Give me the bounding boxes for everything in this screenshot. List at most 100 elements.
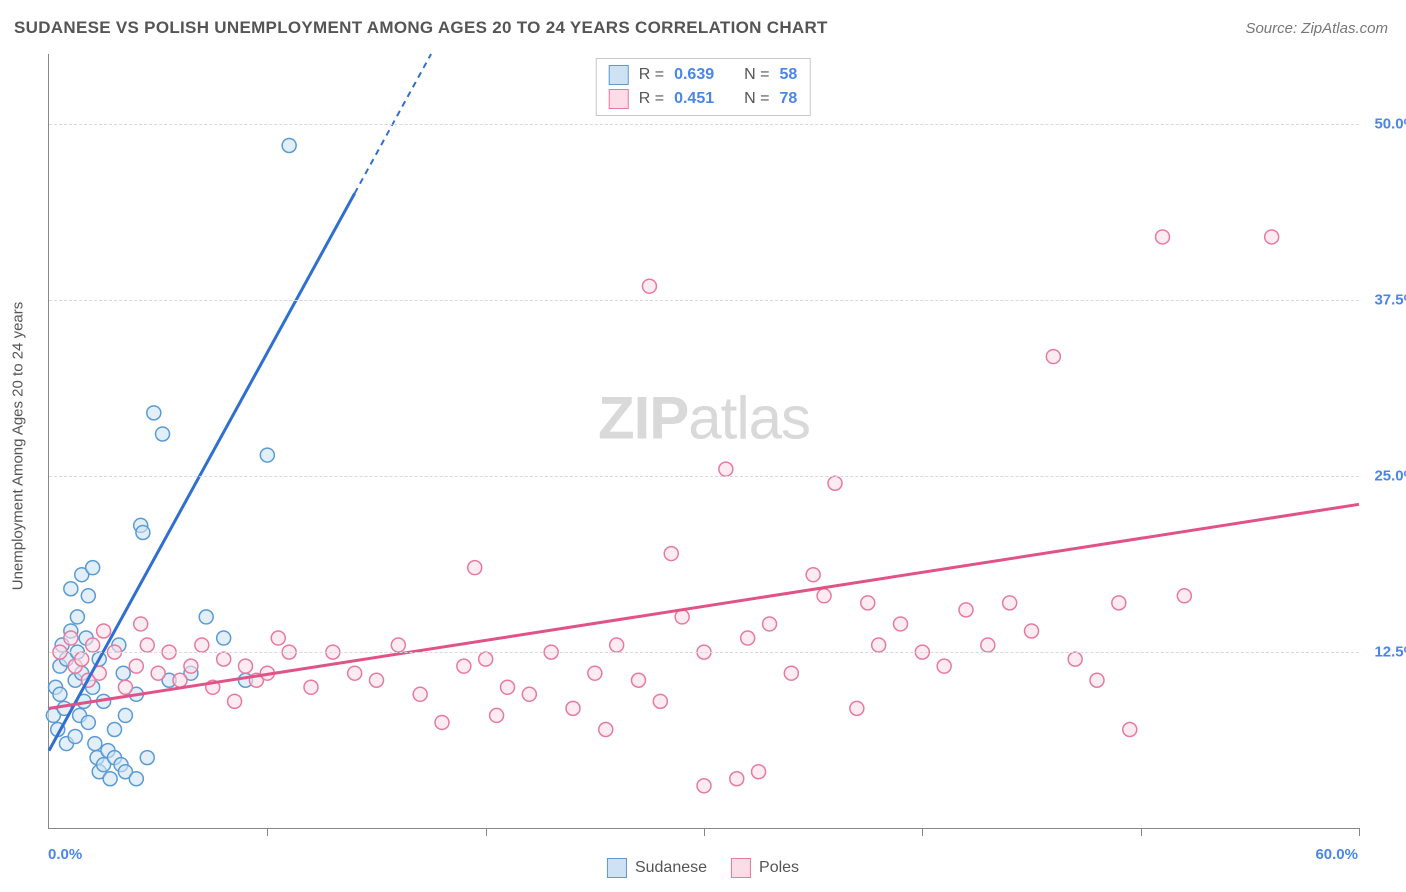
poles-point <box>348 666 362 680</box>
x-tick <box>267 828 268 836</box>
sudanese-swatch <box>609 65 629 85</box>
r-label: R = <box>639 90 664 108</box>
x-tick <box>922 828 923 836</box>
poles-point <box>501 680 515 694</box>
r-label: R = <box>639 66 664 84</box>
poles-point <box>134 617 148 631</box>
poles-point <box>1123 722 1137 736</box>
poles-point <box>828 476 842 490</box>
sudanese-point <box>81 715 95 729</box>
sudanese-point <box>116 666 130 680</box>
y-tick-label: 37.5% <box>1374 292 1406 309</box>
grid-line <box>49 124 1359 125</box>
r-value: 0.451 <box>674 90 714 108</box>
poles-point <box>118 680 132 694</box>
n-value: 58 <box>779 66 797 84</box>
poles-point <box>173 673 187 687</box>
chart-title: SUDANESE VS POLISH UNEMPLOYMENT AMONG AG… <box>14 18 828 38</box>
sudanese-point <box>140 751 154 765</box>
poles-point <box>981 638 995 652</box>
poles-point <box>763 617 777 631</box>
poles-point <box>872 638 886 652</box>
poles-point <box>413 687 427 701</box>
x-tick <box>486 828 487 836</box>
poles-point <box>1046 350 1060 364</box>
poles-point <box>97 624 111 638</box>
poles-point <box>861 596 875 610</box>
legend: Sudanese Poles <box>607 858 799 878</box>
legend-item-sudanese: Sudanese <box>607 858 707 878</box>
correlation-chart: SUDANESE VS POLISH UNEMPLOYMENT AMONG AG… <box>0 0 1406 892</box>
poles-point <box>86 638 100 652</box>
sudanese-point <box>136 525 150 539</box>
n-label: N = <box>744 90 769 108</box>
poles-point <box>64 631 78 645</box>
source-attribution: Source: ZipAtlas.com <box>1245 20 1388 37</box>
sudanese-point <box>199 610 213 624</box>
poles-point <box>522 687 536 701</box>
sudanese-point <box>260 448 274 462</box>
grid-line <box>49 476 1359 477</box>
sudanese-point <box>217 631 231 645</box>
stats-row-sudanese: R = 0.639 N = 58 <box>609 63 798 87</box>
poles-point <box>664 547 678 561</box>
x-tick <box>704 828 705 836</box>
stats-row-poles: R = 0.451 N = 78 <box>609 87 798 111</box>
poles-point <box>468 561 482 575</box>
poles-point <box>151 666 165 680</box>
poles-point <box>271 631 285 645</box>
poles-swatch <box>609 89 629 109</box>
legend-label: Poles <box>759 859 799 877</box>
poles-point <box>1003 596 1017 610</box>
poles-point <box>959 603 973 617</box>
poles-point <box>195 638 209 652</box>
poles-point <box>566 701 580 715</box>
poles-point <box>1156 230 1170 244</box>
sudanese-point <box>64 582 78 596</box>
poles-point <box>1112 596 1126 610</box>
y-axis-label: Unemployment Among Ages 20 to 24 years <box>10 302 27 591</box>
poles-point <box>228 694 242 708</box>
poles-point <box>1177 589 1191 603</box>
poles-point <box>479 652 493 666</box>
n-label: N = <box>744 66 769 84</box>
poles-point <box>75 652 89 666</box>
poles-point <box>239 659 253 673</box>
grid-line <box>49 652 1359 653</box>
poles-point <box>1090 673 1104 687</box>
x-axis-origin-label: 0.0% <box>48 846 82 863</box>
poles-point <box>610 638 624 652</box>
poles-point <box>184 659 198 673</box>
sudanese-point <box>70 610 84 624</box>
plot-area: ZIPatlas 12.5%25.0%37.5%50.0% <box>48 54 1359 829</box>
x-axis-end-label: 60.0% <box>1315 846 1358 863</box>
grid-line <box>49 300 1359 301</box>
poles-point <box>894 617 908 631</box>
poles-point <box>632 673 646 687</box>
y-tick-label: 50.0% <box>1374 116 1406 133</box>
poles-point <box>642 279 656 293</box>
poles-point <box>304 680 318 694</box>
sudanese-point <box>103 772 117 786</box>
y-tick-label: 12.5% <box>1374 644 1406 661</box>
poles-legend-swatch <box>731 858 751 878</box>
poles-point <box>653 694 667 708</box>
legend-item-poles: Poles <box>731 858 799 878</box>
n-value: 78 <box>779 90 797 108</box>
stats-box: R = 0.639 N = 58 R = 0.451 N = 78 <box>596 58 811 116</box>
x-tick <box>1141 828 1142 836</box>
sudanese-point <box>53 687 67 701</box>
poles-point <box>697 779 711 793</box>
sudanese-legend-swatch <box>607 858 627 878</box>
poles-point <box>937 659 951 673</box>
sudanese-point <box>88 737 102 751</box>
sudanese-point <box>156 427 170 441</box>
poles-point <box>806 568 820 582</box>
x-tick <box>1359 828 1360 836</box>
poles-point <box>817 589 831 603</box>
sudanese-point <box>86 561 100 575</box>
poles-point <box>730 772 744 786</box>
poles-trend-line <box>49 504 1359 708</box>
r-value: 0.639 <box>674 66 714 84</box>
sudanese-point <box>282 138 296 152</box>
